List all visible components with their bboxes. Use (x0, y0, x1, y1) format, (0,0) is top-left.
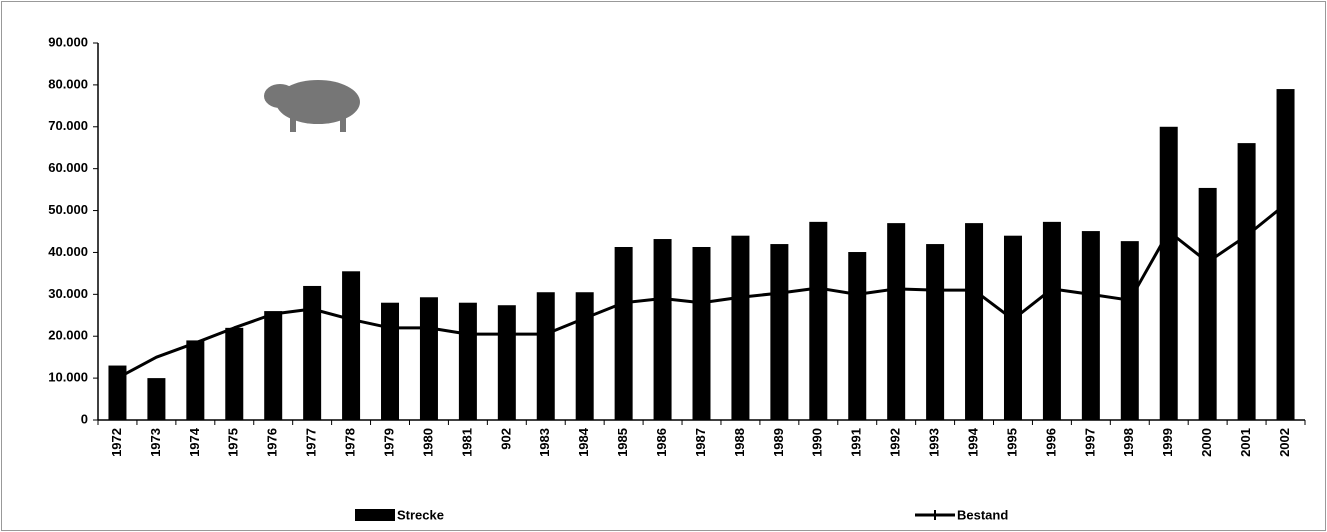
x-tick-label: 1994 (965, 427, 980, 457)
x-tick-label: 1985 (615, 428, 630, 457)
bar (458, 302, 477, 420)
bar (653, 239, 672, 420)
bar (887, 223, 906, 420)
y-tick-label: 10.000 (48, 370, 88, 385)
x-tick-label: 902 (498, 428, 513, 450)
bar (770, 244, 789, 420)
bar (1198, 187, 1217, 420)
x-tick-label: 1978 (343, 428, 358, 457)
bar (575, 292, 594, 420)
bar (419, 297, 438, 420)
x-tick-label: 1993 (927, 428, 942, 457)
bar (1159, 126, 1178, 421)
x-tick-label: 1991 (849, 428, 864, 457)
bar (1042, 221, 1061, 420)
x-tick-label: 1975 (226, 428, 241, 457)
x-tick-label: 2002 (1277, 428, 1292, 457)
bar (926, 244, 945, 420)
bar (1003, 235, 1022, 420)
x-tick-label: 1984 (576, 427, 591, 457)
bar (225, 327, 244, 420)
x-tick-label: 1972 (109, 428, 124, 457)
bar (1276, 89, 1295, 421)
y-tick-label: 0 (81, 411, 88, 426)
bar (1081, 231, 1100, 420)
y-tick-label: 80.000 (48, 76, 88, 91)
bar (303, 285, 322, 420)
x-tick-label: 2000 (1199, 428, 1214, 457)
boar-illustration (264, 80, 360, 132)
bar (809, 221, 828, 420)
x-tick-label: 1986 (654, 428, 669, 457)
y-tick-label: 40.000 (48, 244, 88, 259)
bar (342, 271, 361, 420)
x-tick-label: 1990 (810, 428, 825, 457)
bar (536, 292, 555, 420)
x-tick-label: 1977 (304, 428, 319, 457)
x-tick-label: 1997 (1082, 428, 1097, 457)
bar (1237, 143, 1256, 420)
bar (381, 302, 400, 420)
bar (731, 235, 750, 420)
bar (264, 311, 283, 420)
x-tick-label: 2001 (1238, 428, 1253, 457)
x-tick-label: 1980 (420, 428, 435, 457)
x-tick-label: 1973 (148, 428, 163, 457)
bar (147, 378, 166, 420)
y-tick-label: 70.000 (48, 118, 88, 133)
x-tick-label: 1998 (1121, 428, 1136, 457)
x-tick-label: 1981 (459, 428, 474, 457)
y-tick-label: 50.000 (48, 202, 88, 217)
bar (614, 246, 633, 420)
y-tick-label: 90.000 (48, 34, 88, 49)
bar (692, 246, 711, 420)
line (116, 203, 1287, 380)
x-tick-label: 1989 (771, 428, 786, 457)
bar (1120, 241, 1139, 420)
x-tick-label: 1987 (693, 428, 708, 457)
x-tick-label: 1999 (1160, 428, 1175, 457)
x-tick-label: 1976 (265, 428, 280, 457)
bar (497, 305, 516, 420)
x-tick-label: 1992 (888, 428, 903, 457)
legend-swatch (355, 509, 395, 521)
x-tick-label: 1974 (187, 427, 202, 457)
x-tick-label: 1983 (537, 428, 552, 457)
x-tick-label: 1996 (1043, 428, 1058, 457)
x-tick-label: 1988 (732, 428, 747, 457)
bar (108, 365, 127, 420)
bar (965, 223, 984, 420)
y-tick-label: 20.000 (48, 328, 88, 343)
y-tick-label: 30.000 (48, 286, 88, 301)
x-tick-label: 1995 (1004, 428, 1019, 457)
bar (186, 340, 205, 420)
legend-label: Strecke (397, 507, 444, 522)
legend-label: Bestand (957, 507, 1008, 522)
x-tick-label: 1979 (381, 428, 396, 457)
bar (848, 252, 867, 420)
y-tick-label: 60.000 (48, 160, 88, 175)
